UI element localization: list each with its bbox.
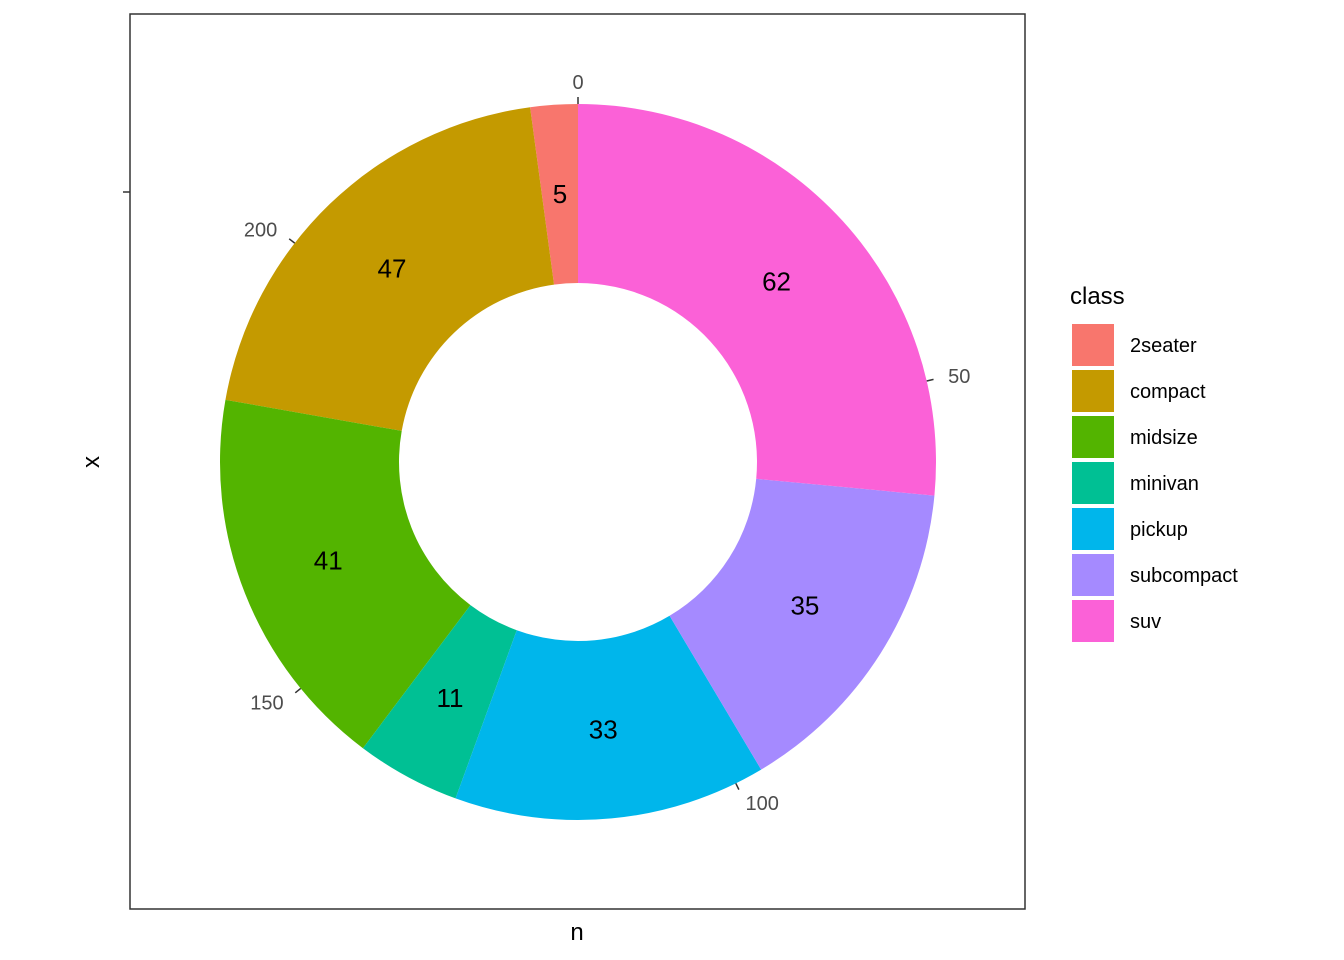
radial-tick-mark [735, 783, 740, 790]
legend-label-midsize: midsize [1130, 427, 1198, 449]
legend-label-minivan: minivan [1130, 473, 1199, 495]
legend-key-pickup [1072, 508, 1114, 550]
slices-group [220, 104, 936, 820]
legend-key-minivan [1072, 462, 1114, 504]
legend-title: class [1070, 283, 1125, 310]
slice-pickup [455, 615, 762, 820]
radial-tick-label: 50 [948, 366, 970, 388]
value-label-2seater: 5 [553, 179, 567, 209]
slice-midsize [220, 399, 471, 749]
legend-key-suv [1072, 600, 1114, 642]
legend: class 2seater compact midsize minivan pickup… [1070, 283, 1238, 642]
value-label-suv: 62 [762, 266, 791, 296]
legend-key-compact [1072, 370, 1114, 412]
x-axis-title: n [570, 919, 583, 946]
legend-key-2seater [1072, 324, 1114, 366]
radial-tick-mark [288, 238, 296, 244]
radial-tick-label: 150 [250, 692, 283, 714]
legend-label-subcompact: subcompact [1130, 565, 1238, 587]
value-labels-group: 5 47 41 11 33 35 62 [314, 179, 820, 744]
legend-label-suv: suv [1130, 611, 1161, 633]
radial-tick-mark [294, 687, 302, 694]
value-label-subcompact: 35 [790, 591, 819, 621]
radial-tick-mark [926, 378, 934, 382]
value-label-midsize: 41 [314, 546, 343, 576]
radial-tick-label: 0 [572, 72, 583, 94]
legend-label-compact: compact [1130, 381, 1206, 403]
radial-tick-label: 100 [745, 793, 778, 815]
slice-2seater [530, 104, 578, 285]
radial-ticks-group: 0 50 100 150 200 [244, 72, 970, 815]
legend-key-subcompact [1072, 554, 1114, 596]
radial-tick-label: 200 [244, 220, 277, 242]
value-label-compact: 47 [378, 253, 407, 283]
legend-key-midsize [1072, 416, 1114, 458]
slice-minivan [362, 605, 517, 799]
slice-suv [578, 104, 936, 496]
legend-label-pickup: pickup [1130, 519, 1188, 541]
y-axis-title: x [78, 456, 105, 468]
legend-label-2seater: 2seater [1130, 335, 1197, 357]
value-label-pickup: 33 [589, 714, 618, 744]
slice-compact [225, 107, 555, 431]
value-label-minivan: 11 [437, 683, 464, 713]
slice-subcompact [669, 478, 935, 770]
